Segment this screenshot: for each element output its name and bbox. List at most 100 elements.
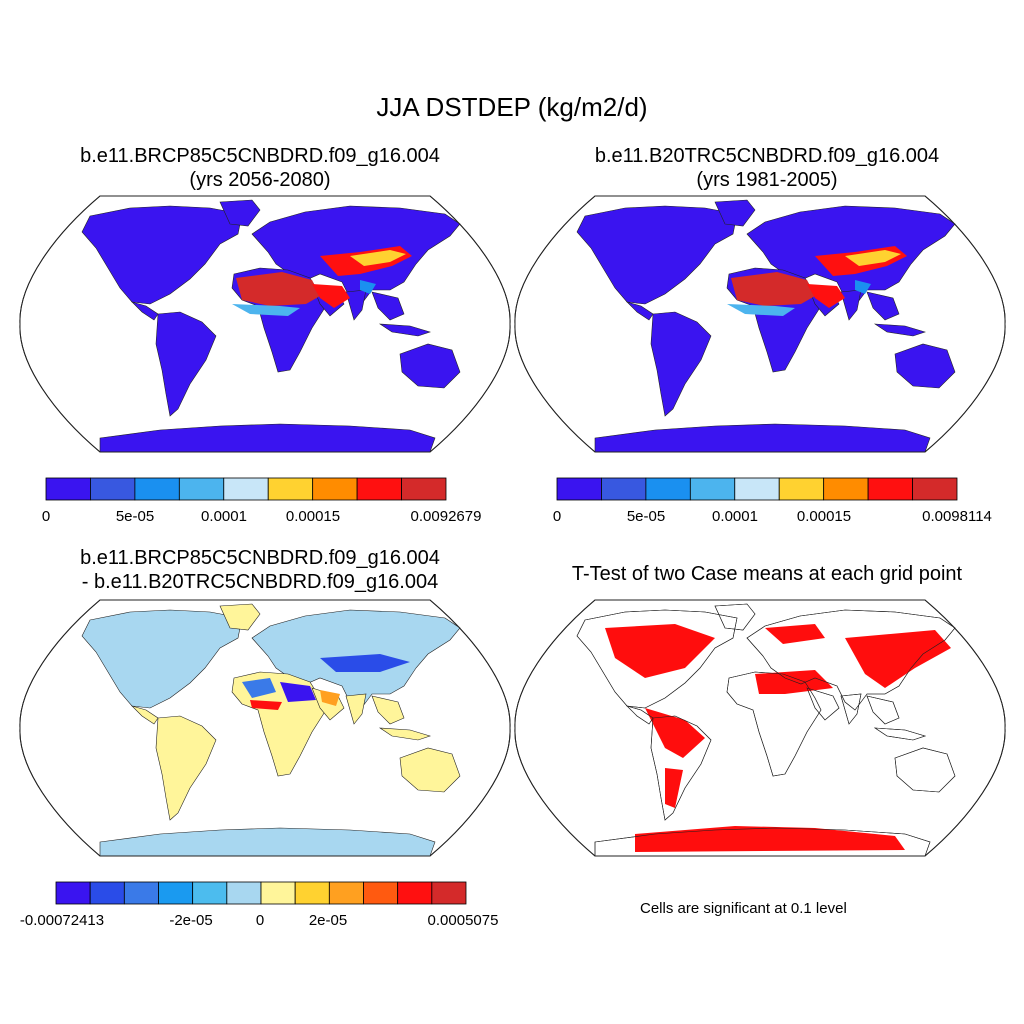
colorbar-difference-label-3: 2e-05: [308, 912, 348, 929]
land-northAmerica: [576, 205, 738, 305]
dust-sahara: [731, 272, 815, 306]
colorbar-swatch-6: [823, 477, 869, 501]
colorbar-historical-label-3: 0.00015: [796, 508, 852, 525]
land-southAmerica: [155, 311, 217, 417]
map-border: [19, 599, 511, 857]
land-india: [345, 289, 367, 321]
colorbar-swatch-9: [363, 881, 399, 905]
coast-centralAm: [625, 705, 654, 725]
map-border: [19, 195, 511, 453]
panel-title-historical-line2: (yrs 1981-2005): [696, 169, 838, 191]
land-southAmerica: [155, 715, 217, 821]
land-southAmerica: [650, 311, 712, 417]
land-centralAm: [625, 301, 654, 321]
land-greenland: [219, 603, 261, 631]
dust-taklamakan: [350, 250, 406, 266]
colorbar-swatch-4: [734, 477, 780, 501]
colorbar-swatch-10: [397, 881, 433, 905]
colorbar-swatch-0: [45, 477, 91, 501]
land-seAsia: [866, 291, 900, 321]
colorbar-swatch-8: [328, 881, 364, 905]
land-greenland: [714, 199, 756, 227]
panel-title-difference: b.e11.BRCP85C5CNBDRD.f09_g16.004 - b.e11…: [30, 546, 490, 594]
main-title: JJA DSTDEP (kg/m2/d): [376, 92, 648, 122]
colorbar-swatch-11: [431, 881, 467, 905]
panel-title-future-line1: b.e11.BRCP85C5CNBDRD.f09_g16.004: [80, 145, 440, 167]
colorbar-future-label-0: 0: [41, 508, 51, 525]
significant-region-2: [665, 768, 683, 808]
panel-title-difference-line1: b.e11.BRCP85C5CNBDRD.f09_g16.004: [80, 547, 440, 569]
colorbar-historical-label-1: 5e-05: [626, 508, 666, 525]
land-seAsia: [371, 695, 405, 725]
diff-sahel-pos: [250, 700, 282, 710]
panel-title-difference-line2: - b.e11.B20TRC5CNBDRD.f09_g16.004: [81, 571, 439, 593]
coast-arabia: [806, 687, 840, 721]
map-future-case: [19, 195, 511, 453]
dust-south-asia: [360, 280, 376, 294]
significant-region-1: [645, 708, 705, 758]
map-border: [514, 599, 1006, 857]
land-greenland: [219, 199, 261, 227]
colorbar-swatch-5: [778, 477, 825, 501]
panel-title-historical: b.e11.B20TRC5CNBDRD.f09_g16.004 (yrs 198…: [537, 144, 997, 192]
colorbar-difference-label-2: 0: [255, 912, 265, 929]
land-indonesia: [873, 323, 926, 337]
colorbar-future-case: [45, 477, 447, 501]
colorbar-swatch-7: [356, 477, 402, 501]
colorbar-swatch-2: [645, 477, 691, 501]
colorbar-swatch-4: [192, 881, 228, 905]
dust-arabia: [807, 284, 845, 308]
panel-title-ttest: T-Test of two Case means at each grid po…: [571, 563, 963, 585]
dust-arabia: [312, 284, 350, 308]
colorbar-future-label-3: 0.00015: [285, 508, 341, 525]
diff-west-sahara: [242, 678, 276, 698]
coast-northAmerica: [576, 609, 738, 709]
colorbar-swatch-3: [158, 881, 194, 905]
colorbar-swatch-1: [90, 477, 136, 501]
coast-eurasia: [746, 609, 956, 711]
colorbar-swatch-0: [556, 477, 602, 501]
land-india: [840, 289, 862, 321]
land-indonesia: [378, 323, 431, 337]
panel-title-future-line2: (yrs 2056-2080): [189, 169, 331, 191]
map-border: [514, 195, 1006, 453]
colorbar-future-label-1: 5e-05: [115, 508, 155, 525]
colorbar-swatch-5: [267, 477, 314, 501]
dust-sahara: [236, 272, 320, 306]
dust-taklamakan: [845, 250, 901, 266]
colorbar-swatch-6: [260, 881, 296, 905]
colorbar-swatch-5: [226, 881, 262, 905]
map-difference: [19, 599, 511, 857]
land-centralAm: [130, 301, 159, 321]
dust-sahel: [232, 304, 300, 316]
colorbar-swatch-3: [689, 477, 736, 501]
colorbar-future-label-2: 0.0001: [201, 508, 247, 525]
colorbar-historical-case: [556, 477, 958, 501]
significant-region-6: [765, 624, 825, 644]
colorbar-difference-label-1: -2e-05: [169, 912, 213, 929]
significant-region-5: [635, 826, 905, 852]
colorbar-swatch-7: [867, 477, 913, 501]
land-australia: [399, 343, 461, 389]
land-australia: [399, 747, 461, 793]
land-indonesia: [378, 727, 431, 741]
significance-note: Cells are significant at 0.1 level: [640, 900, 847, 917]
colorbar-swatch-1: [601, 477, 647, 501]
panel-title-historical-line1: b.e11.B20TRC5CNBDRD.f09_g16.004: [594, 145, 940, 167]
land-northAmerica: [81, 609, 243, 709]
colorbar-difference-label-0: -0.00072413: [19, 912, 105, 929]
colorbar-historical-label-4: 0.0098114: [922, 508, 992, 525]
land-centralAm: [130, 705, 159, 725]
map-t-test: [514, 599, 1006, 857]
coast-greenland: [714, 603, 756, 631]
colorbar-swatch-2: [123, 881, 159, 905]
colorbar-difference: [55, 881, 467, 905]
map-historical-case: [514, 195, 1006, 453]
coast-indonesia: [873, 727, 926, 741]
colorbar-swatch-6: [312, 477, 358, 501]
colorbar-swatch-2: [134, 477, 180, 501]
colorbar-swatch-8: [912, 477, 958, 501]
diff-central-asia: [320, 654, 410, 672]
dust-sahel: [727, 304, 795, 316]
significant-region-3: [845, 630, 951, 688]
